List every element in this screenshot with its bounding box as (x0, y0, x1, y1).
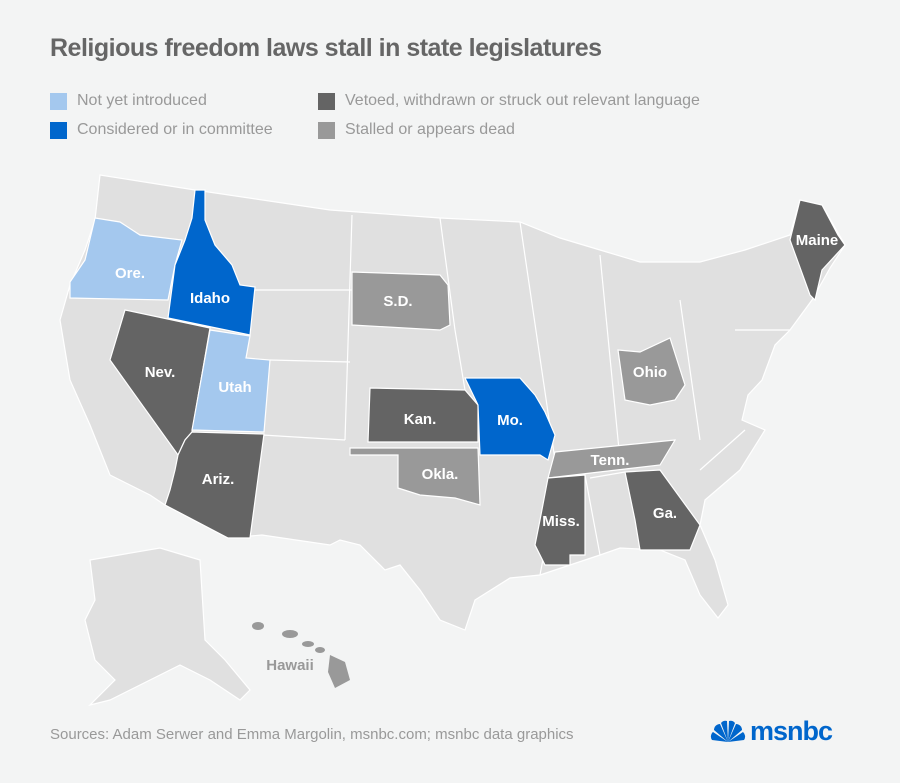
state-maine (789, 199, 846, 302)
label-ore: Ore. (115, 265, 145, 282)
label-tenn: Tenn. (591, 452, 630, 469)
legend-item-not-introduced: Not yet introduced (50, 92, 207, 110)
label-maine: Maine (796, 232, 839, 249)
legend-item-stalled: Stalled or appears dead (318, 121, 515, 139)
label-mo: Mo. (497, 412, 523, 429)
state-tenn (547, 439, 677, 479)
state-ga (624, 469, 701, 551)
label-nev: Nev. (145, 364, 176, 381)
legend-label: Vetoed, withdrawn or struck out relevant… (345, 92, 700, 109)
peacock-icon (710, 720, 746, 742)
state-mo (464, 377, 556, 461)
legend-swatch (50, 121, 67, 139)
legend-label: Considered or in committee (77, 121, 273, 138)
label-miss: Miss. (542, 513, 580, 530)
state-idaho (167, 189, 256, 336)
state-ore (69, 217, 183, 301)
label-kan: Kan. (404, 411, 437, 428)
source-note: Sources: Adam Serwer and Emma Margolin, … (50, 726, 574, 743)
state-utah (191, 329, 271, 433)
label-okla: Okla. (422, 466, 459, 483)
legend-item-vetoed: Vetoed, withdrawn or struck out relevant… (318, 92, 700, 110)
state-kan (367, 387, 479, 443)
logo-text: msnbc (750, 716, 833, 746)
state-ariz (164, 431, 265, 539)
legend-label: Stalled or appears dead (345, 121, 515, 138)
alaska (84, 547, 251, 707)
legend-label: Not yet introduced (77, 92, 207, 109)
page-title: Religious freedom laws stall in state le… (50, 34, 602, 62)
label-sd: S.D. (383, 293, 412, 310)
state-hawaii (252, 622, 350, 688)
label-hawaii: Hawaii (266, 657, 314, 674)
legend-swatch (318, 121, 335, 139)
legend-swatch (318, 92, 335, 110)
label-utah: Utah (218, 379, 251, 396)
label-idaho: Idaho (190, 290, 230, 307)
state-ohio (617, 337, 686, 406)
label-ohio: Ohio (633, 364, 667, 381)
state-sd (351, 271, 451, 331)
legend-item-considered: Considered or in committee (50, 121, 273, 139)
label-ga: Ga. (653, 505, 677, 522)
msnbc-logo: msnbc (710, 716, 833, 747)
legend-swatch (50, 92, 67, 110)
state-okla (349, 447, 481, 506)
label-ariz: Ariz. (202, 471, 235, 488)
state-miss (534, 474, 586, 566)
